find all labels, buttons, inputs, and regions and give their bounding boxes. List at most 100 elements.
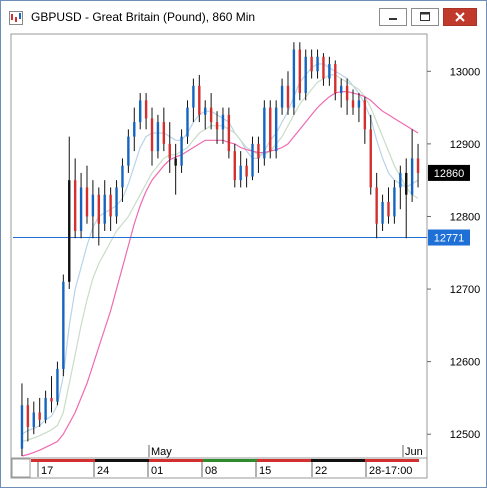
price-bar <box>44 390 47 424</box>
price-bar <box>109 187 112 231</box>
price-bar <box>97 187 101 246</box>
price-axis[interactable]: 13000 12900 12800 12700 12600 12500 <box>427 66 480 441</box>
month-label: May <box>151 446 172 458</box>
price-bar <box>416 143 420 188</box>
x-date-label: 24 <box>97 465 109 477</box>
price-bar <box>162 107 166 152</box>
price-bar <box>345 78 349 115</box>
price-bar <box>239 151 242 188</box>
price-bar <box>263 100 266 166</box>
price-bar <box>150 107 154 166</box>
price-bar <box>115 180 118 224</box>
price-bar <box>245 158 248 188</box>
price-bar <box>405 158 408 239</box>
price-bar <box>393 180 396 224</box>
price-bar <box>209 93 213 130</box>
price-bar <box>304 49 307 101</box>
price-bar <box>68 136 71 290</box>
price-bar <box>322 53 325 86</box>
price-bar <box>251 136 254 181</box>
price-bar <box>351 89 355 115</box>
price-bar <box>257 136 260 173</box>
price-bar <box>227 107 231 159</box>
price-bar <box>133 107 136 152</box>
price-bar <box>56 361 59 406</box>
price-chart[interactable]: 13000 12900 12800 12700 12600 12500 12860 1277… <box>9 33 485 479</box>
y-tick-label: 12900 <box>450 139 481 151</box>
price-bar <box>73 158 77 239</box>
price-bar <box>339 78 343 108</box>
app-icon <box>9 11 23 25</box>
price-bar <box>387 187 390 224</box>
title-bar[interactable]: GBPUSD - Great Britain (Pound), 860 Min <box>1 1 486 32</box>
price-bar <box>138 93 142 130</box>
price-bar <box>286 71 290 115</box>
price-bar <box>26 397 30 442</box>
moving-averages <box>21 63 419 457</box>
x-date-label: 17 <box>41 465 53 477</box>
price-bar <box>375 172 378 239</box>
price-bar <box>280 78 284 115</box>
maximize-button[interactable] <box>411 8 439 26</box>
close-icon <box>455 12 465 22</box>
price-bar <box>357 93 361 123</box>
price-bar <box>156 114 160 159</box>
x-date-label: 22 <box>315 465 327 477</box>
y-tick-label: 12800 <box>450 211 481 223</box>
price-bar <box>20 383 24 456</box>
price-bar <box>316 49 319 79</box>
price-bar <box>186 100 189 144</box>
price-bar <box>103 180 106 231</box>
price-bar <box>215 111 219 144</box>
price-bar <box>121 158 124 202</box>
price-bar <box>50 376 53 413</box>
session-strip-segment <box>203 459 257 462</box>
minimize-button[interactable] <box>379 8 407 26</box>
price-bar <box>269 100 272 159</box>
current-price-badge-label: 12860 <box>434 168 465 180</box>
ma-slow-line <box>21 90 419 457</box>
y-tick-label: 12600 <box>450 357 481 369</box>
maximize-icon <box>420 12 430 21</box>
price-bar <box>233 143 236 188</box>
price-bar <box>292 42 296 115</box>
month-label: Jun <box>405 446 423 458</box>
x-date-label: 01 <box>151 465 163 477</box>
plot-frame <box>10 33 428 459</box>
price-bar <box>85 165 89 224</box>
time-axis-frame <box>10 457 428 479</box>
price-bar <box>369 114 372 195</box>
axis-corner-box[interactable] <box>11 458 31 478</box>
x-date-label: 15 <box>259 465 271 477</box>
price-bar <box>328 56 331 86</box>
hline-price-badge: 12771 <box>428 229 470 246</box>
session-strip-segment <box>311 459 365 462</box>
time-axis[interactable]: 17 24 01 08 15 22 28-17:00 May Jun <box>10 445 428 479</box>
price-bar <box>38 397 41 427</box>
close-button[interactable] <box>443 8 477 26</box>
price-bar <box>174 143 177 195</box>
price-bar <box>310 49 313 79</box>
price-bar <box>204 100 207 130</box>
y-tick-label: 13000 <box>450 66 481 78</box>
price-bar <box>274 100 278 159</box>
minimize-icon <box>389 18 397 20</box>
y-tick-label: 12500 <box>450 429 481 441</box>
x-date-label: 08 <box>205 465 217 477</box>
session-strip-segment <box>31 459 95 462</box>
price-bar <box>168 122 171 173</box>
price-bar <box>144 93 148 130</box>
session-strip-segment <box>365 459 419 462</box>
session-strip-segment <box>95 459 149 462</box>
price-bar <box>198 74 201 123</box>
price-bar <box>180 129 183 173</box>
price-bar <box>399 165 402 210</box>
price-bar <box>91 180 95 239</box>
y-tick-label: 12700 <box>450 284 481 296</box>
x-date-label: 28-17:00 <box>369 465 412 477</box>
chart-area[interactable]: 13000 12900 12800 12700 12600 12500 12860 1277… <box>9 33 485 479</box>
price-bar <box>221 107 225 144</box>
window-title: GBPUSD - Great Britain (Pound), 860 Min <box>31 10 256 24</box>
price-bars <box>20 42 420 456</box>
